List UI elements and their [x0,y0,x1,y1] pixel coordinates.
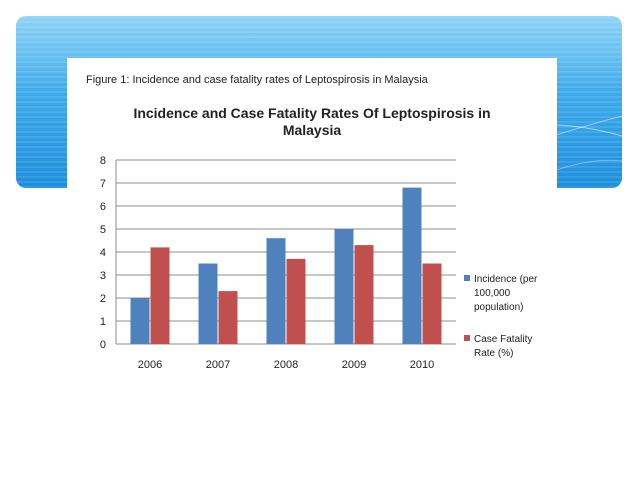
case-fatality-bar-2008 [286,258,306,344]
incidence-bar-2009 [334,229,354,344]
legend-label: Rate (%) [474,348,513,359]
y-tick-label: 8 [100,155,106,167]
legend-swatch-incidence [464,275,470,281]
case-fatality-bar-2007 [218,291,238,344]
incidence-bar-2008 [266,238,286,344]
x-tick-label: 2010 [410,359,434,371]
y-tick-label: 3 [100,270,106,282]
y-tick-label: 1 [100,316,106,328]
y-tick-label: 5 [100,224,106,236]
x-tick-label: 2009 [342,359,366,371]
incidence-bar-2006 [130,298,150,344]
incidence-bar-2010 [402,187,422,344]
x-tick-label: 2008 [274,359,298,371]
x-tick-label: 2007 [206,359,230,371]
case-fatality-bar-2006 [150,247,170,344]
legend-swatch-case-fatality [464,335,470,341]
case-fatality-bar-2010 [422,263,442,344]
chart-title-line: Incidence and Case Fatality Rates Of Lep… [133,105,490,121]
legend-label: Case Fatality [474,334,532,345]
legend-label: population) [474,302,523,313]
x-tick-label: 2006 [138,359,162,371]
figure-caption: Figure 1: Incidence and case fatality ra… [86,74,428,86]
y-tick-label: 2 [100,293,106,305]
y-tick-label: 6 [100,201,106,213]
legend-label: Incidence (per [474,274,538,285]
y-tick-label: 0 [100,339,106,351]
incidence-bar-2007 [198,263,218,344]
case-fatality-bar-2009 [354,245,374,344]
y-tick-label: 4 [100,247,106,259]
legend-label: 100,000 [474,288,511,299]
y-tick-label: 7 [100,178,106,190]
chart-title-line: Malaysia [283,122,342,138]
